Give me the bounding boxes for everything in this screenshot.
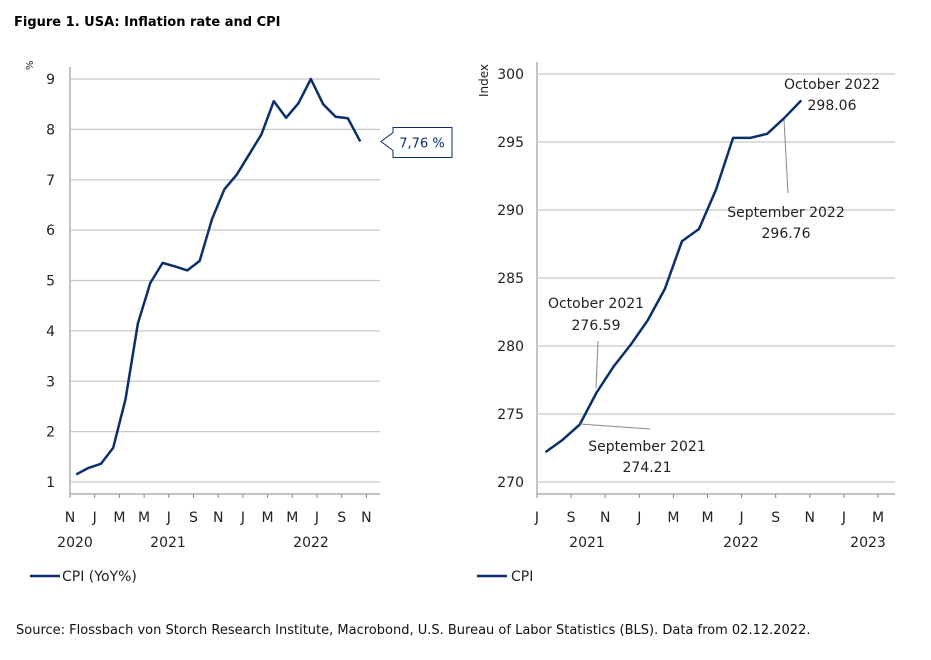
x-tick-label: J: [166, 510, 171, 526]
y-tick-label: 7: [46, 173, 55, 189]
series-line-1: [544, 99, 803, 454]
annotation-sep-2022-value: 296.76: [762, 226, 811, 242]
x-year-label: 2021: [569, 535, 605, 551]
x-tick-label: J: [841, 510, 846, 526]
annotation-sep-2022-label: September 2022: [727, 205, 844, 221]
x-tick-label: J: [739, 510, 744, 526]
legend-label: CPI: [511, 569, 533, 585]
y-tick-label: 8: [46, 122, 55, 138]
y-tick-label: 5: [46, 274, 55, 290]
x-year-label: 2021: [150, 535, 186, 551]
x-tick-label: J: [534, 510, 539, 526]
annotation-leader: [595, 340, 599, 389]
x-tick-label: M: [286, 510, 298, 526]
y-tick-label: 2: [46, 425, 55, 441]
y-tick-label: 285: [497, 271, 524, 287]
y-tick-label: 270: [497, 475, 524, 491]
x-tick-label: M: [872, 510, 884, 526]
y-tick-label: 1: [46, 475, 55, 491]
x-tick-label: M: [667, 510, 679, 526]
annotation-leader: [783, 119, 789, 194]
x-tick-label: N: [805, 510, 815, 526]
value-callout-box: [380, 126, 453, 158]
y-tick-label: 9: [46, 72, 55, 88]
x-tick-label: M: [701, 510, 713, 526]
legend-label: CPI (YoY%): [62, 569, 137, 585]
x-year-label: 2022: [293, 535, 329, 551]
value-callout-text: 7,76 %: [399, 136, 444, 151]
annotation-sep-2021-value: 274.21: [623, 460, 672, 476]
y-tick-label: 300: [497, 67, 524, 83]
x-tick-label: N: [361, 510, 371, 526]
annotation-oct-2021-value: 276.59: [572, 318, 621, 334]
x-tick-label: M: [138, 510, 150, 526]
x-tick-label: J: [636, 510, 641, 526]
x-tick-label: S: [189, 510, 198, 526]
x-year-label: 2020: [57, 535, 93, 551]
annotation-oct-2022-label: October 2022: [784, 77, 880, 93]
x-tick-label: J: [240, 510, 245, 526]
annotation-leader: [579, 423, 651, 430]
y-tick-label: 3: [46, 374, 55, 390]
x-tick-label: J: [314, 510, 319, 526]
series-line-0: [75, 77, 362, 476]
figure-title: Figure 1. USA: Inflation rate and CPI: [14, 15, 281, 30]
source-note: Source: Flossbach von Storch Research In…: [16, 623, 811, 638]
y-tick-label: 4: [46, 324, 55, 340]
y-tick-label: 275: [497, 407, 524, 423]
y-axis-label: Index: [477, 64, 491, 97]
y-tick-label: 295: [497, 135, 524, 151]
y-tick-label: 280: [497, 339, 524, 355]
annotation-oct-2022-value: 298.06: [808, 98, 857, 114]
x-tick-label: M: [262, 510, 274, 526]
y-tick-label: 290: [497, 203, 524, 219]
x-tick-label: J: [92, 510, 97, 526]
x-tick-label: N: [600, 510, 610, 526]
x-tick-label: N: [65, 510, 75, 526]
annotation-oct-2021-label: October 2021: [548, 296, 644, 312]
x-tick-label: S: [771, 510, 780, 526]
x-year-label: 2023: [850, 535, 886, 551]
x-tick-label: M: [113, 510, 125, 526]
x-tick-label: S: [337, 510, 346, 526]
y-axis-label: %: [25, 60, 36, 70]
x-tick-label: S: [567, 510, 576, 526]
x-tick-label: N: [213, 510, 223, 526]
annotation-sep-2021-label: September 2021: [588, 439, 705, 455]
x-year-label: 2022: [723, 535, 759, 551]
y-tick-label: 6: [46, 223, 55, 239]
